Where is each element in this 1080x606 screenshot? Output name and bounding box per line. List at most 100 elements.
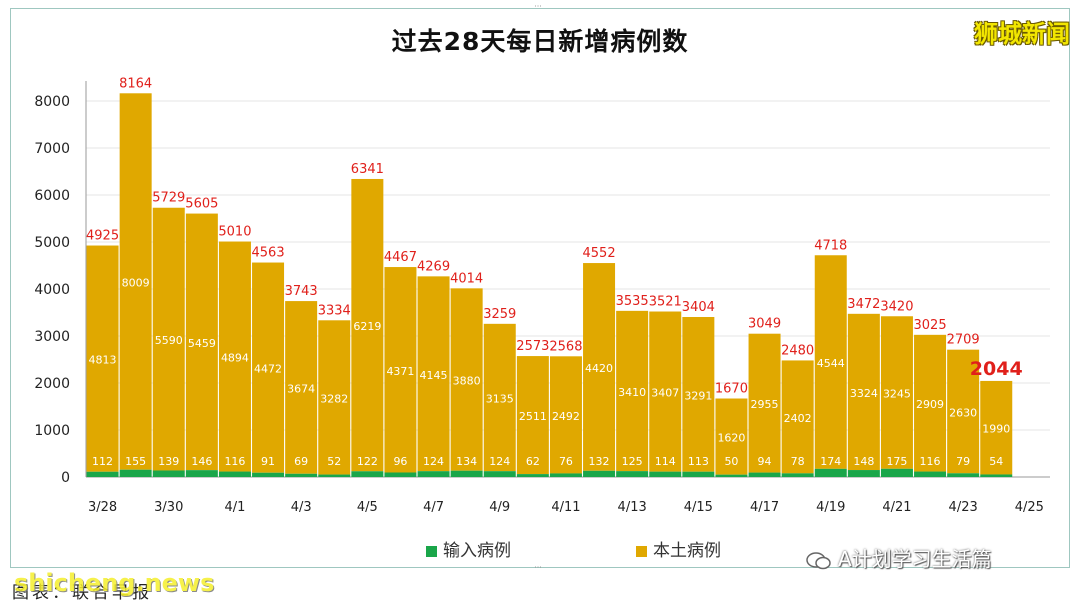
source-caption: 图表：联合早报	[12, 583, 152, 603]
bar-local	[781, 360, 814, 474]
total-value-label: 4552	[583, 246, 616, 261]
bar-local	[616, 310, 649, 472]
total-value-label: 3259	[483, 307, 516, 322]
bar-imported	[549, 473, 582, 477]
bar-local	[119, 93, 152, 470]
imported-value-label: 94	[758, 455, 772, 468]
bar-local	[583, 263, 616, 471]
imported-value-label: 116	[224, 455, 245, 468]
imported-value-label: 175	[886, 455, 907, 468]
local-value-label: 6219	[353, 320, 381, 333]
bar-local	[549, 356, 582, 474]
total-value-label: 4467	[384, 250, 417, 265]
local-value-label: 4145	[420, 369, 448, 382]
bar-local	[847, 313, 880, 471]
total-value-label: 3472	[847, 297, 880, 312]
x-tick-label: 4/23	[949, 500, 978, 515]
bar-imported	[748, 472, 781, 477]
x-tick-label: 4/21	[882, 500, 911, 515]
bar-local	[185, 213, 218, 471]
bar-local	[450, 288, 483, 471]
imported-value-label: 52	[327, 455, 341, 468]
resize-handle-top[interactable]: ···	[534, 2, 542, 11]
local-value-label: 4472	[254, 363, 282, 376]
bar-imported	[616, 471, 649, 477]
total-value-label: 4925	[86, 229, 119, 244]
total-value-label: 5729	[152, 191, 185, 206]
total-value-label: 4014	[450, 271, 483, 286]
bar-imported	[847, 470, 880, 477]
wechat-account-name: A计划学习生活篇	[838, 547, 992, 571]
local-value-label: 4813	[89, 354, 117, 367]
local-value-label: 2630	[949, 406, 977, 419]
y-tick-label: 5000	[34, 235, 70, 251]
bar-imported	[880, 468, 913, 477]
local-value-label: 3245	[883, 388, 911, 401]
total-value-label: 2044	[970, 358, 1023, 380]
local-value-label: 2492	[552, 410, 580, 423]
total-value-label: 4718	[814, 238, 847, 253]
bar-local	[483, 323, 516, 472]
legend-imported: 输入病例	[426, 536, 511, 561]
local-value-label: 4420	[585, 362, 613, 375]
bar-local	[152, 207, 185, 471]
bar-local	[880, 316, 913, 469]
brand-logo: 狮城新闻	[974, 20, 1070, 48]
bar-local	[914, 334, 947, 472]
bar-local	[980, 380, 1013, 475]
legend-local: 本土病例	[636, 536, 721, 561]
bar-imported	[583, 470, 616, 477]
imported-value-label: 79	[956, 455, 970, 468]
x-tick-label: 4/25	[1015, 500, 1044, 515]
imported-value-label: 50	[724, 455, 738, 468]
local-value-label: 4371	[386, 365, 414, 378]
imported-value-label: 96	[393, 455, 407, 468]
chart-title: 过去28天每日新增病例数	[391, 27, 689, 56]
bar-imported	[715, 474, 748, 477]
x-tick-label: 4/19	[816, 500, 845, 515]
local-value-label: 2511	[519, 410, 547, 423]
imported-value-label: 112	[92, 455, 113, 468]
local-value-label: 3291	[684, 389, 712, 402]
bar-imported	[682, 471, 715, 477]
imported-value-label: 174	[820, 455, 841, 468]
legend-swatch-local	[636, 545, 647, 557]
total-value-label: 3521	[649, 295, 682, 310]
bar-imported	[914, 471, 947, 477]
total-value-label: 3025	[914, 318, 947, 333]
imported-value-label: 124	[423, 455, 444, 468]
bar-imported	[450, 470, 483, 477]
x-tick-label: 4/7	[423, 500, 444, 515]
total-value-label: 4563	[252, 246, 285, 261]
local-value-label: 1990	[982, 423, 1010, 436]
imported-value-label: 114	[655, 455, 676, 468]
local-value-label: 3135	[486, 392, 514, 405]
bar-imported	[152, 470, 185, 477]
legend-label-imported: 输入病例	[443, 541, 511, 561]
total-value-label: 2480	[781, 343, 814, 358]
bar-imported	[252, 472, 285, 477]
local-value-label: 4544	[817, 357, 845, 370]
bar-local	[252, 262, 285, 473]
imported-value-label: 139	[158, 455, 179, 468]
total-value-label: 5605	[185, 197, 218, 212]
total-value-label: 3420	[880, 299, 913, 314]
imported-value-label: 132	[589, 455, 610, 468]
imported-value-label: 134	[456, 455, 477, 468]
resize-handle-bottom[interactable]: ···	[534, 563, 542, 572]
local-value-label: 2955	[751, 398, 779, 411]
imported-value-label: 125	[622, 455, 643, 468]
bar-imported	[781, 473, 814, 477]
local-value-label: 1620	[717, 432, 745, 445]
y-tick-label: 8000	[34, 94, 70, 110]
imported-value-label: 91	[261, 455, 275, 468]
bar-local	[218, 241, 251, 472]
local-value-label: 2402	[784, 412, 812, 425]
bar-local	[384, 267, 417, 473]
x-tick-label: 4/15	[684, 500, 713, 515]
bar-local	[285, 301, 318, 474]
total-value-label: 3535	[616, 294, 649, 309]
local-value-label: 5590	[155, 334, 183, 347]
bar-imported	[516, 474, 549, 477]
imported-value-label: 62	[526, 455, 540, 468]
